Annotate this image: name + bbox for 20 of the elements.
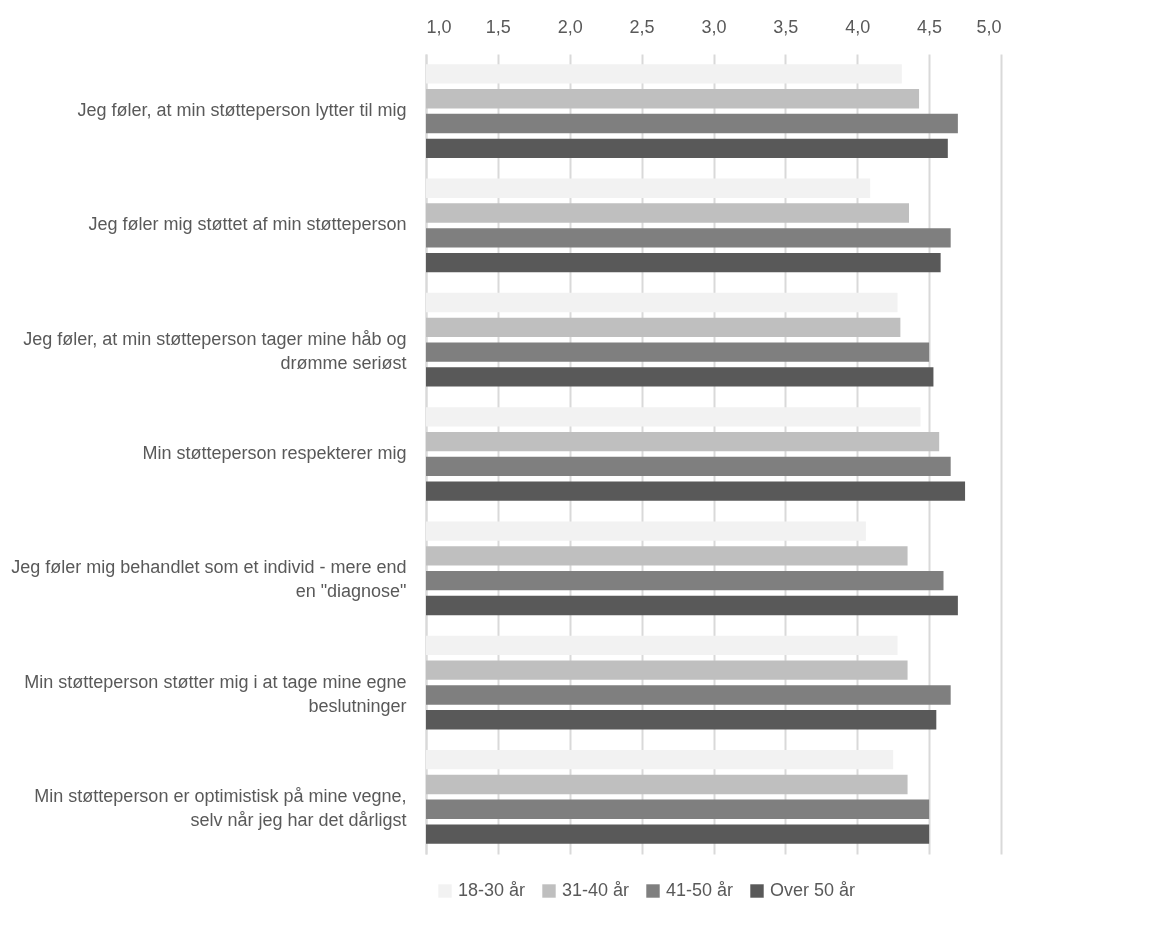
x-tick-label: 2,0	[557, 16, 583, 37]
x-tick-label: 2,5	[629, 16, 655, 37]
y-tick-label: Jeg føler mig behandlet som et individ - mere end en "diagnose"	[11, 557, 407, 602]
x-tick-label: 5,0	[976, 16, 1002, 37]
y-tick-label: Min støtteperson respekterer mig	[142, 443, 407, 463]
x-tick-label: 3,0	[701, 16, 727, 37]
legend-label: 31-40 år	[562, 880, 630, 900]
legend-label: 41-50 år	[666, 880, 734, 900]
y-tick-label: Jeg føler, at min støtteperson tager mine håb og drømme seriøst	[23, 328, 407, 373]
x-tick-label: 4,0	[845, 16, 871, 37]
legend-label: Over 50 år	[770, 880, 856, 900]
x-tick-label: 3,5	[773, 16, 799, 37]
x-tick-label: 1,5	[485, 16, 511, 37]
y-tick-label: Min støtteperson er optimistisk på mine vegne, selv når jeg har det dårligst	[34, 785, 407, 830]
y-tick-label: Jeg føler mig støttet af min støtteperson	[88, 214, 407, 235]
y-tick-label: Min støtteperson støtter mig i at tage mine egne beslutninger	[24, 671, 407, 716]
x-tick-label: 4,5	[917, 16, 943, 37]
legend-label: 18-30 år	[458, 880, 526, 900]
x-tick-label: 1,0	[426, 16, 452, 37]
y-tick-label: Jeg føler, at min støtteperson lytter til mig	[77, 100, 407, 121]
